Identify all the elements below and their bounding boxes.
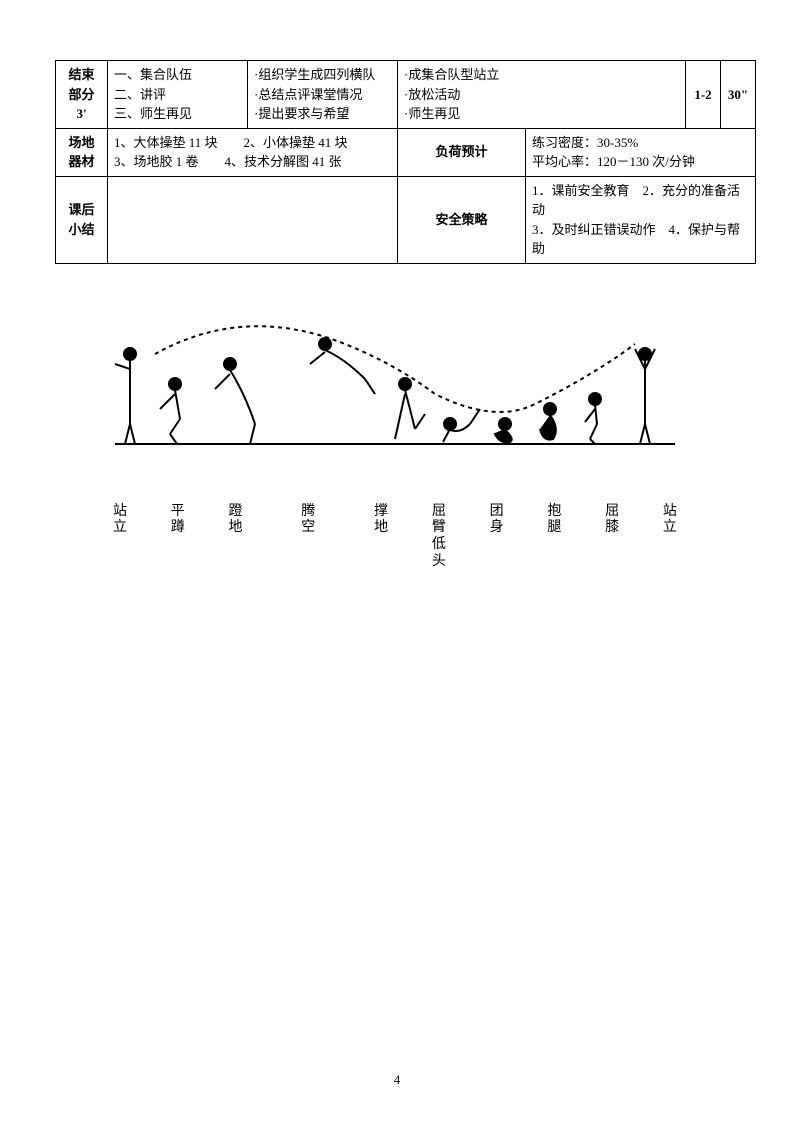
table-row: 场地 器材 1、大体操垫 11 块 2、小体操垫 41 块 3、场地胶 1 卷 … xyxy=(56,128,756,176)
diagram-labels: 站立 平蹲 蹬地 腾空 撑地 屈臂低头 团身 抱腿 屈膝 站立 xyxy=(95,504,695,571)
section-header: 结束 部分 3' xyxy=(56,61,108,129)
lesson-plan-table: 结束 部分 3' 一、集合队伍 二、讲评 三、师生再见 ·组织学生成四列横队 ·… xyxy=(55,60,756,264)
phase-label: 站立 xyxy=(105,504,135,571)
cell: 30" xyxy=(721,61,756,129)
text: 二、讲评 xyxy=(114,85,241,105)
text: ·提出要求与希望 xyxy=(254,104,391,124)
text: 3．及时纠正错误动作 4．保护与帮助 xyxy=(532,220,749,259)
phase-label: 团身 xyxy=(482,504,512,571)
phase-label: 腾空 xyxy=(278,504,338,571)
phase-label: 抱腿 xyxy=(539,504,569,571)
label: 部分 xyxy=(62,85,101,105)
phase-label: 屈臂低头 xyxy=(424,504,454,571)
cell xyxy=(108,176,398,263)
cell: ·成集合队型站立 ·放松活动 ·师生再见 xyxy=(398,61,686,129)
text: ·总结点评课堂情况 xyxy=(254,85,391,105)
page-number: 4 xyxy=(394,1072,401,1088)
label: 结束 xyxy=(62,65,101,85)
label: 小结 xyxy=(62,220,101,240)
cell: 1．课前安全教育 2．充分的准备活动 3．及时纠正错误动作 4．保护与帮助 xyxy=(526,176,756,263)
table-row: 课后 小结 安全策略 1．课前安全教育 2．充分的准备活动 3．及时纠正错误动作… xyxy=(56,176,756,263)
label: 场地 xyxy=(62,133,101,153)
text: ·师生再见 xyxy=(404,104,679,124)
label: 3' xyxy=(62,104,101,124)
text: 一、集合队伍 xyxy=(114,65,241,85)
movement-diagram: 站立 平蹲 蹬地 腾空 撑地 屈臂低头 团身 抱腿 屈膝 站立 xyxy=(95,294,695,571)
cell: ·组织学生成四列横队 ·总结点评课堂情况 ·提出要求与希望 xyxy=(248,61,398,129)
cell: 练习密度：30-35% 平均心率：120－130 次/分钟 xyxy=(526,128,756,176)
phase-label: 站立 xyxy=(655,504,685,571)
table-row: 结束 部分 3' 一、集合队伍 二、讲评 三、师生再见 ·组织学生成四列横队 ·… xyxy=(56,61,756,129)
diagram-svg xyxy=(95,294,695,494)
cell: 负荷预计 xyxy=(398,128,526,176)
text: ·组织学生成四列横队 xyxy=(254,65,391,85)
section-header: 课后 小结 xyxy=(56,176,108,263)
phase-label: 平蹲 xyxy=(163,504,193,571)
cell: 一、集合队伍 二、讲评 三、师生再见 xyxy=(108,61,248,129)
phase-label: 屈膝 xyxy=(597,504,627,571)
text: ·放松活动 xyxy=(404,85,679,105)
phase-label: 蹬地 xyxy=(221,504,251,571)
section-header: 场地 器材 xyxy=(56,128,108,176)
text: 三、师生再见 xyxy=(114,104,241,124)
text: ·成集合队型站立 xyxy=(404,65,679,85)
label: 课后 xyxy=(62,200,101,220)
text: 练习密度：30-35% xyxy=(532,133,749,153)
label: 器材 xyxy=(62,152,101,172)
text: 平均心率：120－130 次/分钟 xyxy=(532,152,749,172)
cell: 安全策略 xyxy=(398,176,526,263)
cell: 1、大体操垫 11 块 2、小体操垫 41 块 3、场地胶 1 卷 4、技术分解… xyxy=(108,128,398,176)
phase-label: 撑地 xyxy=(366,504,396,571)
cell: 1-2 xyxy=(686,61,721,129)
text: 1．课前安全教育 2．充分的准备活动 xyxy=(532,181,749,220)
